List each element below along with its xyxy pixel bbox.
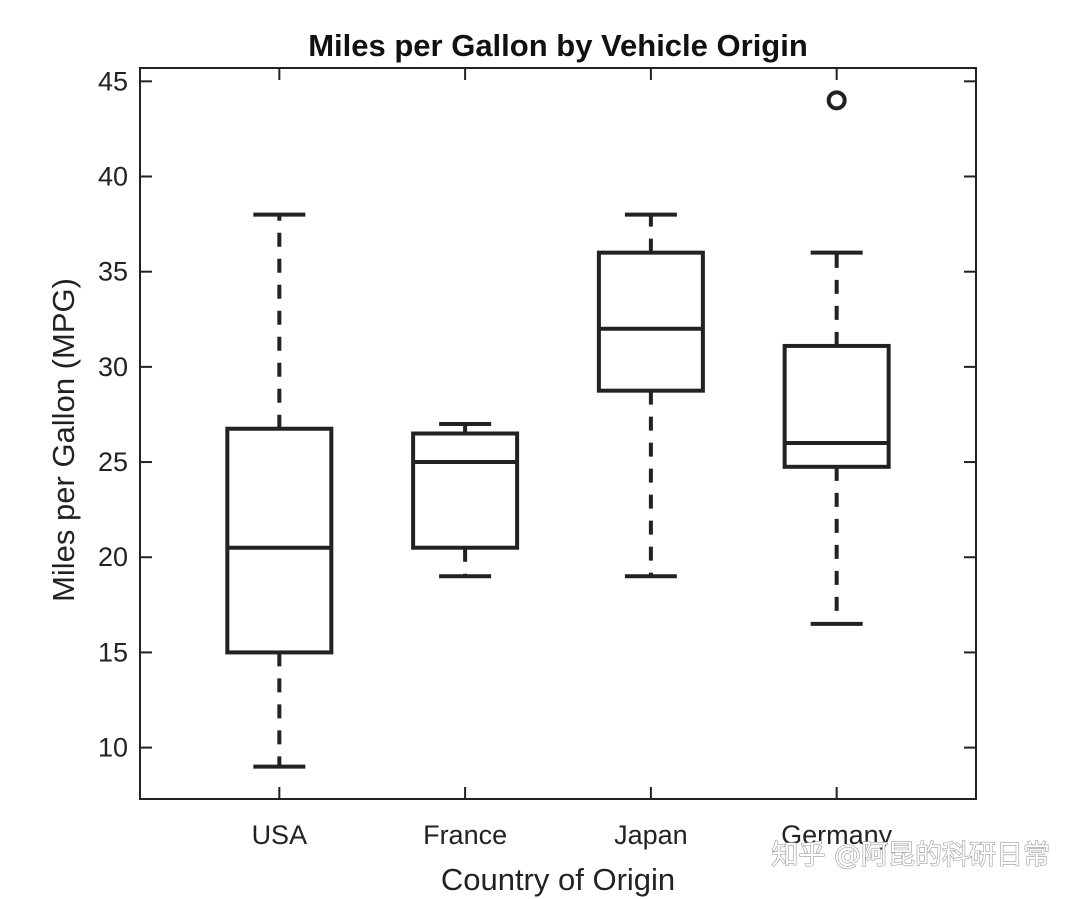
x-axis-label: Country of Origin <box>441 862 675 897</box>
iqr-box <box>596 250 705 393</box>
y-axis: 10 15 20 25 30 35 40 45 <box>98 66 976 763</box>
y-tick-label: 40 <box>98 162 128 192</box>
x-tick-label: USA <box>252 820 308 850</box>
iqr-box <box>225 426 334 655</box>
plot-area-frame <box>139 67 977 800</box>
x-tick-label: Germany <box>781 820 893 850</box>
x-tick-label: France <box>423 820 507 850</box>
box-usa <box>225 212 334 769</box>
box-group <box>225 90 891 769</box>
y-tick-label: 10 <box>98 733 128 763</box>
iqr-box <box>782 343 891 469</box>
y-tick-label: 20 <box>98 542 128 572</box>
watermark-text: 知乎 @阿昆的科研日常 <box>771 840 1050 871</box>
y-tick-label: 25 <box>98 447 128 477</box>
x-tick-label: Japan <box>614 820 688 850</box>
y-axis-label: Miles per Gallon (MPG) <box>46 278 81 602</box>
y-tick-label: 15 <box>98 637 128 667</box>
chart-title: Miles per Gallon by Vehicle Origin <box>308 28 808 63</box>
y-tick-label: 45 <box>98 66 128 96</box>
iqr-box <box>411 431 520 550</box>
outlier-point <box>826 90 847 111</box>
x-axis: USA France Japan Germany <box>252 68 893 850</box>
y-tick-label: 30 <box>98 352 128 382</box>
box-france <box>411 421 520 579</box>
box-japan <box>596 212 705 579</box>
box-germany <box>782 90 891 626</box>
y-tick-label: 35 <box>98 257 128 287</box>
